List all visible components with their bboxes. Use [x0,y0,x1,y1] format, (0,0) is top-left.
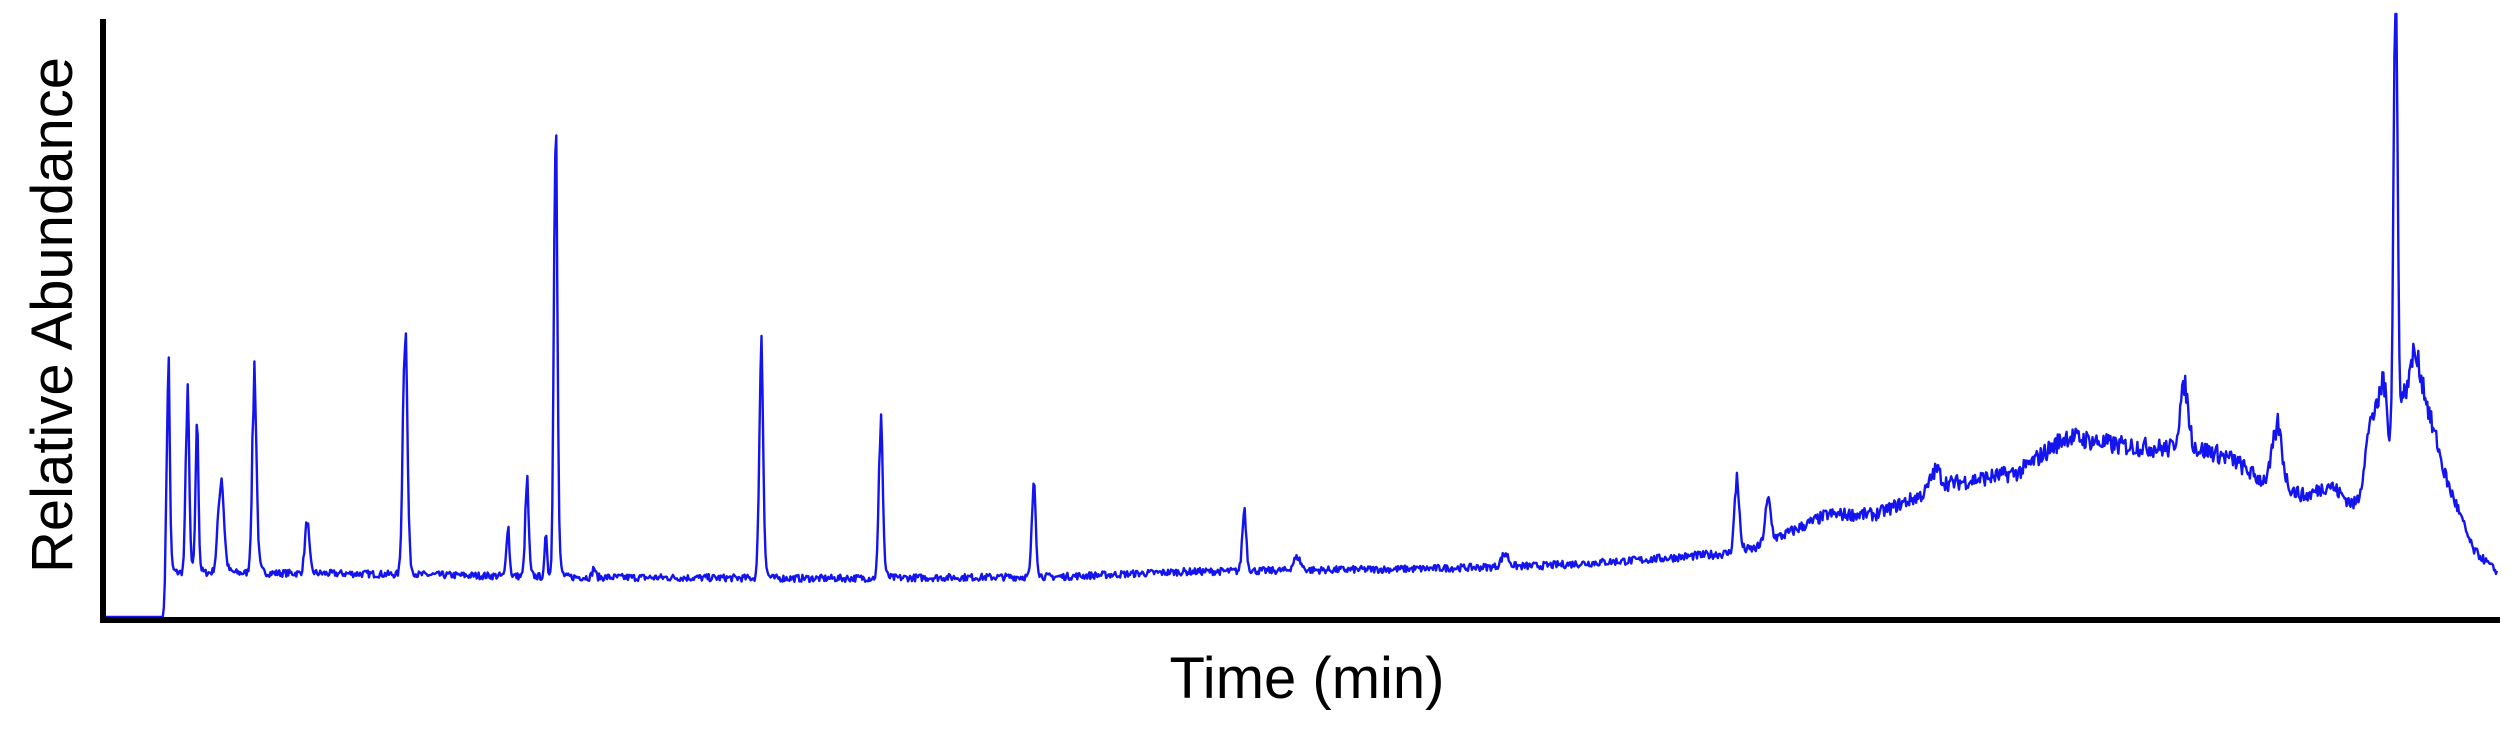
y-axis-title: Relative Abundance [20,57,85,573]
x-axis-title: Time (min) [1170,646,1445,711]
abundance-trace [105,12,2499,619]
plot-area [105,12,2499,619]
